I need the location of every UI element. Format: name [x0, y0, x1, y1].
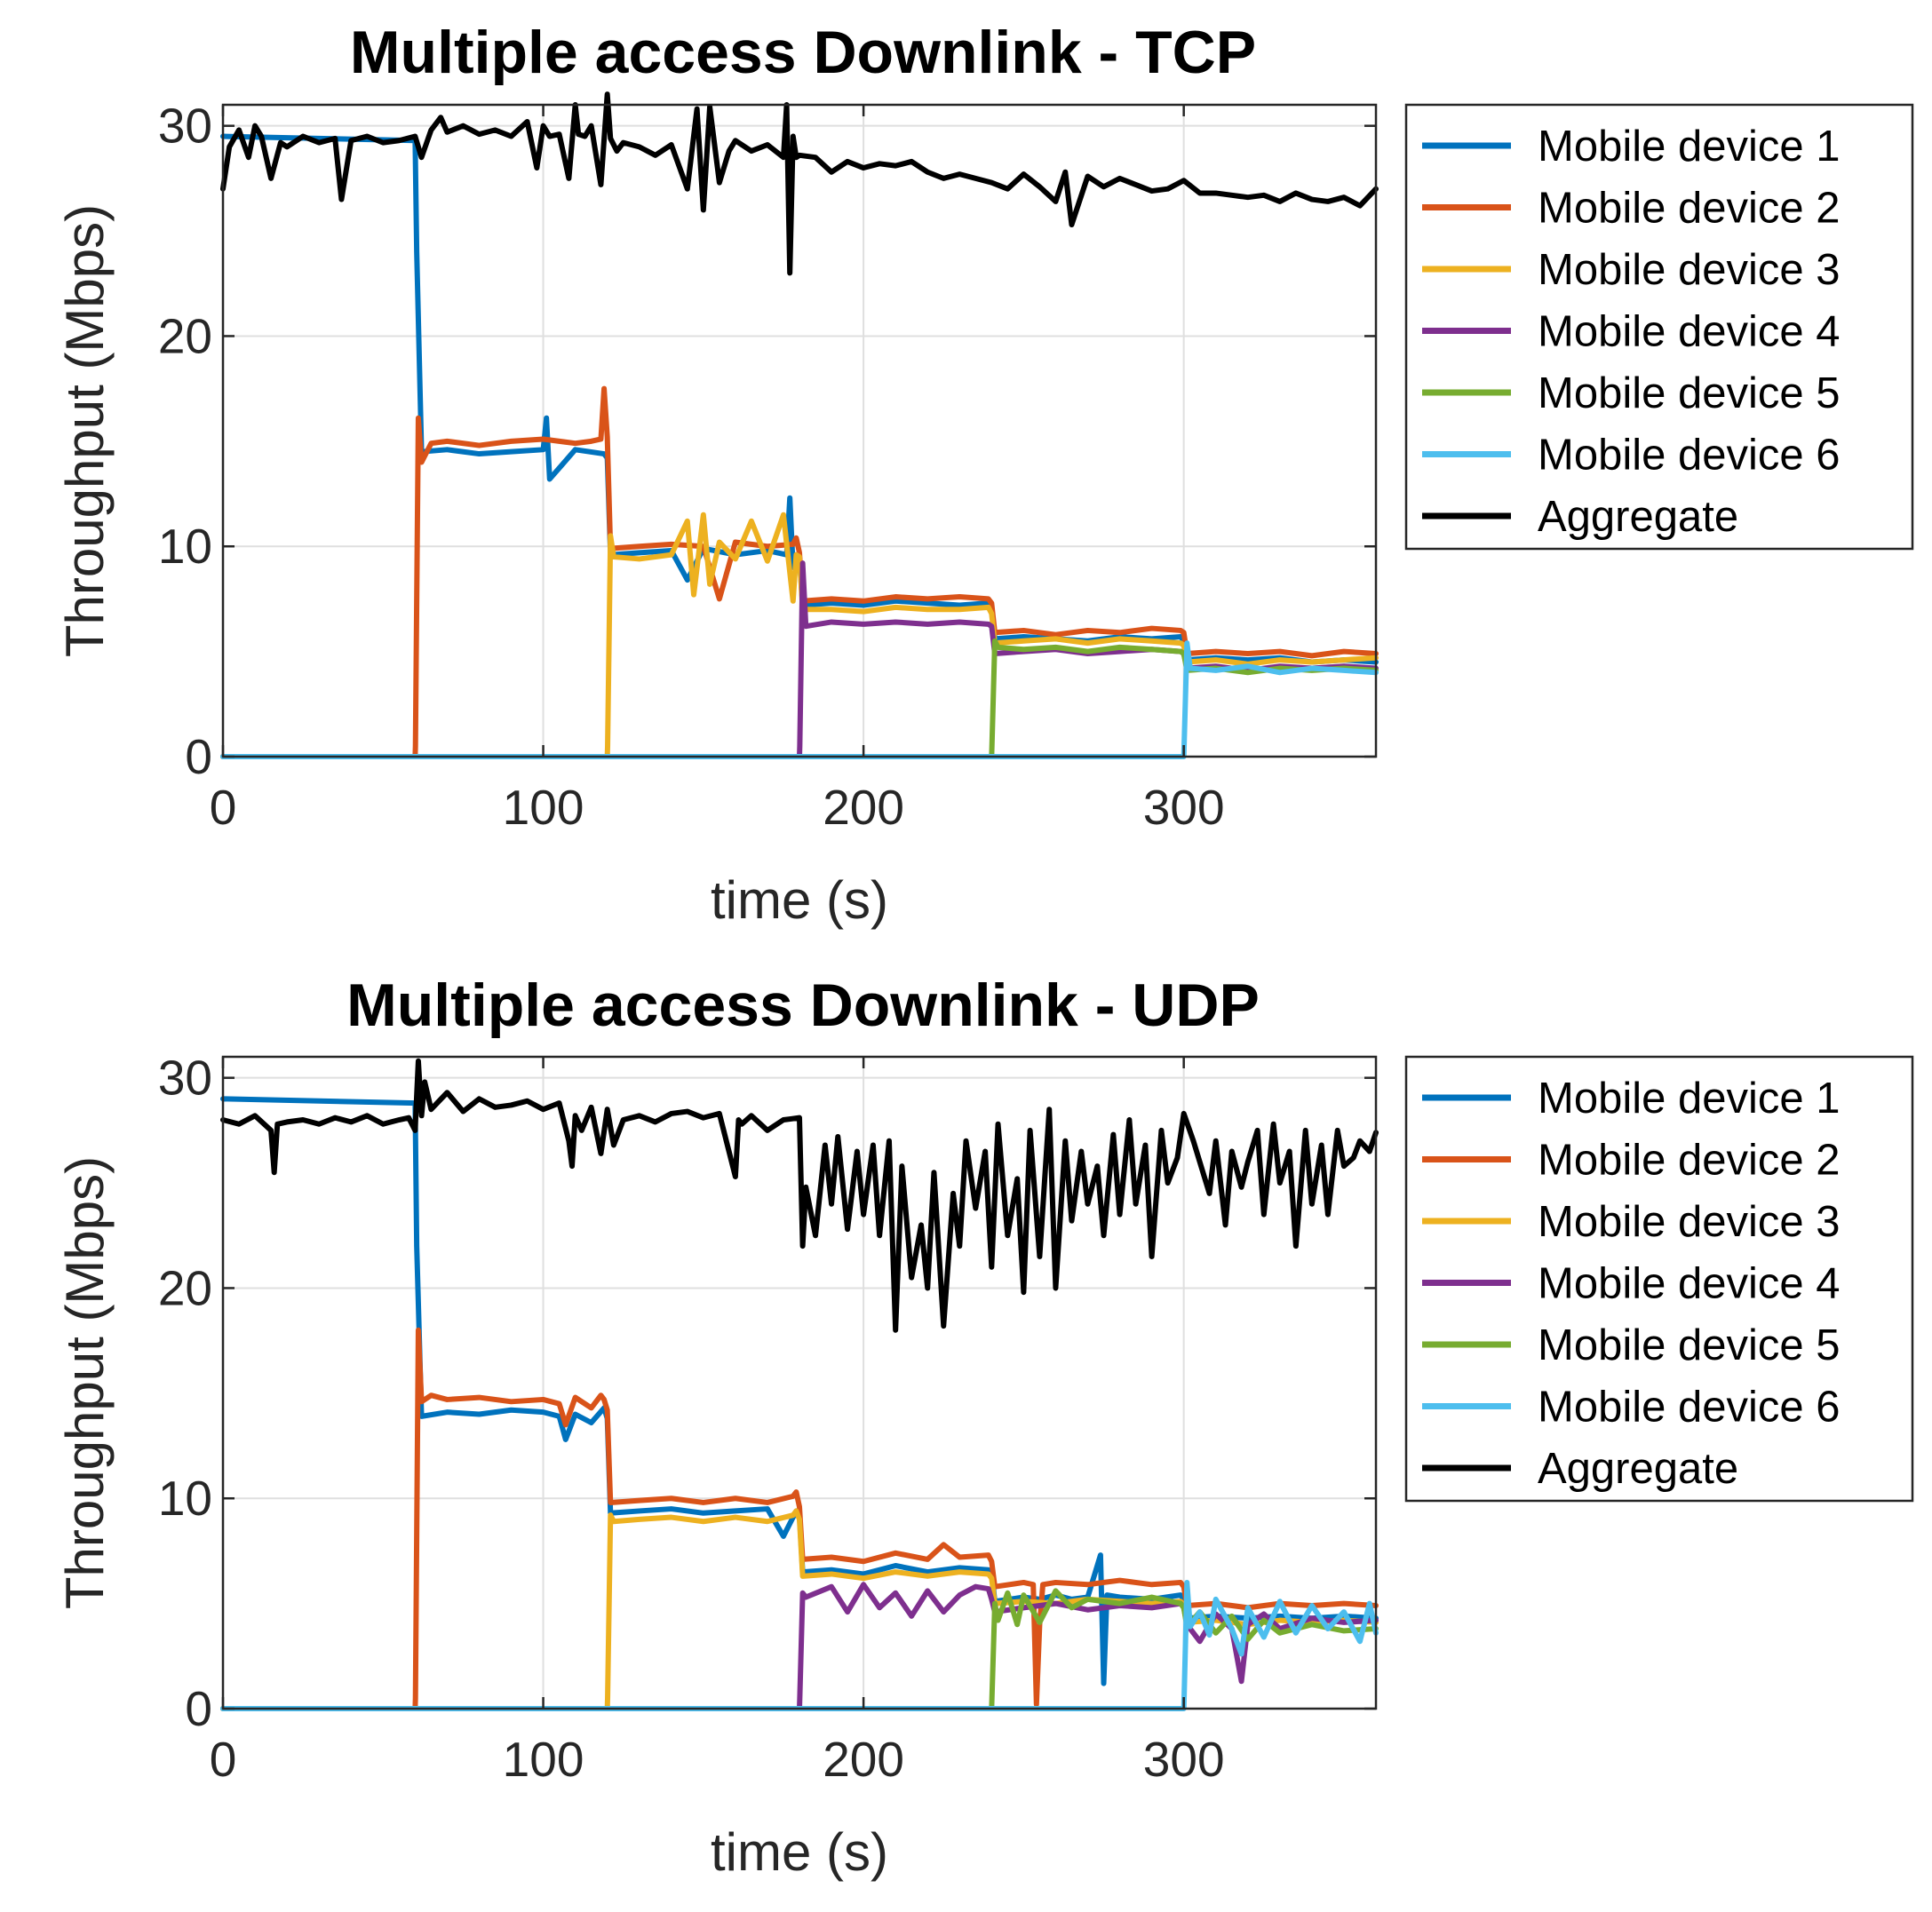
legend-label: Mobile device 6 [1538, 432, 1840, 480]
legend-item-mobile-device-1: Mobile device 1 [1422, 123, 1840, 171]
legend-label: Mobile device 1 [1538, 123, 1840, 171]
x-tick-label: 200 [823, 780, 904, 835]
legend-label: Mobile device 4 [1538, 1260, 1840, 1308]
legend: Mobile device 1 Mobile device 2 Mobile dev… [1404, 103, 1914, 551]
legend-item-mobile-device-4: Mobile device 4 [1422, 308, 1840, 356]
legend-item-mobile-device-1: Mobile device 1 [1422, 1075, 1840, 1123]
plot-area: 0 100 200 300 0 10 20 30 time (s) Throughput (M… [55, 1051, 1379, 1882]
legend-item-mobile-device-6: Mobile device 6 [1422, 432, 1840, 480]
chart-tcp: Multiple access Downlink - TCP 0 100 200 30… [55, 19, 1914, 930]
chart-title: Multiple access Downlink - TCP [350, 19, 1256, 86]
legend-label: Mobile device 2 [1538, 1137, 1840, 1185]
legend-box [1404, 103, 1914, 551]
x-tick-label: 0 [210, 780, 237, 835]
series-line-mobile-device-4 [220, 1582, 1379, 1711]
x-tick-label: 300 [1143, 780, 1225, 835]
legend-box [1404, 1055, 1914, 1503]
series-line-mobile-device-1 [220, 1096, 1379, 1686]
x-tick-label: 0 [210, 1732, 237, 1787]
x-tick-label: 100 [503, 1732, 584, 1787]
y-tick-label: 0 [185, 1681, 212, 1736]
series-line-mobile-device-6 [220, 1579, 1379, 1711]
legend-item-mobile-device-4: Mobile device 4 [1422, 1260, 1840, 1308]
legend-item-mobile-device-6: Mobile device 6 [1422, 1384, 1840, 1432]
legend-label: Aggregate [1538, 1445, 1738, 1493]
legend: Mobile device 1 Mobile device 2 Mobile dev… [1404, 1055, 1914, 1503]
plot-area: 0 100 200 300 0 10 20 30 time (s) Throughput (M… [55, 91, 1379, 930]
x-axis-label: time (s) [711, 1822, 888, 1882]
legend-label: Mobile device 3 [1538, 1198, 1840, 1246]
chart-udp: Multiple access Downlink - UDP 0 100 200 30… [55, 972, 1914, 1882]
legend-item-aggregate: Aggregate [1422, 1445, 1738, 1493]
x-axis-label: time (s) [711, 870, 888, 930]
y-tick-label: 30 [158, 99, 212, 154]
legend-label: Mobile device 2 [1538, 185, 1840, 233]
y-tick-label: 10 [158, 519, 212, 574]
legend-item-mobile-device-2: Mobile device 2 [1422, 1137, 1840, 1185]
x-tick-label: 200 [823, 1732, 904, 1787]
y-axis-label: Throughput (Mbps) [55, 1156, 115, 1609]
legend-label: Mobile device 3 [1538, 246, 1840, 294]
legend-label: Mobile device 5 [1538, 1321, 1840, 1369]
legend-label: Mobile device 1 [1538, 1075, 1840, 1123]
legend-label: Aggregate [1538, 493, 1738, 541]
plot-frame [221, 103, 1378, 758]
legend-label: Mobile device 6 [1538, 1384, 1840, 1432]
legend-label: Mobile device 4 [1538, 308, 1840, 356]
x-tick-label: 100 [503, 780, 584, 835]
legend-item-mobile-device-5: Mobile device 5 [1422, 369, 1840, 417]
series-line-mobile-device-2 [220, 1327, 1379, 1711]
y-tick-label: 10 [158, 1471, 212, 1526]
chart-title: Multiple access Downlink - UDP [346, 972, 1260, 1039]
series-line-aggregate [220, 1058, 1379, 1333]
legend-item-mobile-device-3: Mobile device 3 [1422, 1198, 1840, 1246]
y-axis-label: Throughput (Mbps) [55, 204, 115, 657]
y-tick-label: 20 [158, 1260, 212, 1315]
legend-item-mobile-device-3: Mobile device 3 [1422, 246, 1840, 294]
y-tick-label: 20 [158, 308, 212, 363]
series-line-mobile-device-5 [220, 638, 1379, 759]
y-tick-label: 0 [185, 729, 212, 784]
legend-item-mobile-device-5: Mobile device 5 [1422, 1321, 1840, 1369]
legend-item-aggregate: Aggregate [1422, 493, 1738, 541]
series-line-aggregate [220, 91, 1379, 276]
series-line-mobile-device-2 [220, 385, 1379, 759]
series-line-mobile-device-5 [220, 1588, 1379, 1711]
legend-label: Mobile device 5 [1538, 369, 1840, 417]
legend-item-mobile-device-2: Mobile device 2 [1422, 185, 1840, 233]
x-tick-label: 300 [1143, 1732, 1225, 1787]
y-tick-label: 30 [158, 1051, 212, 1106]
plot-frame [221, 1055, 1378, 1710]
